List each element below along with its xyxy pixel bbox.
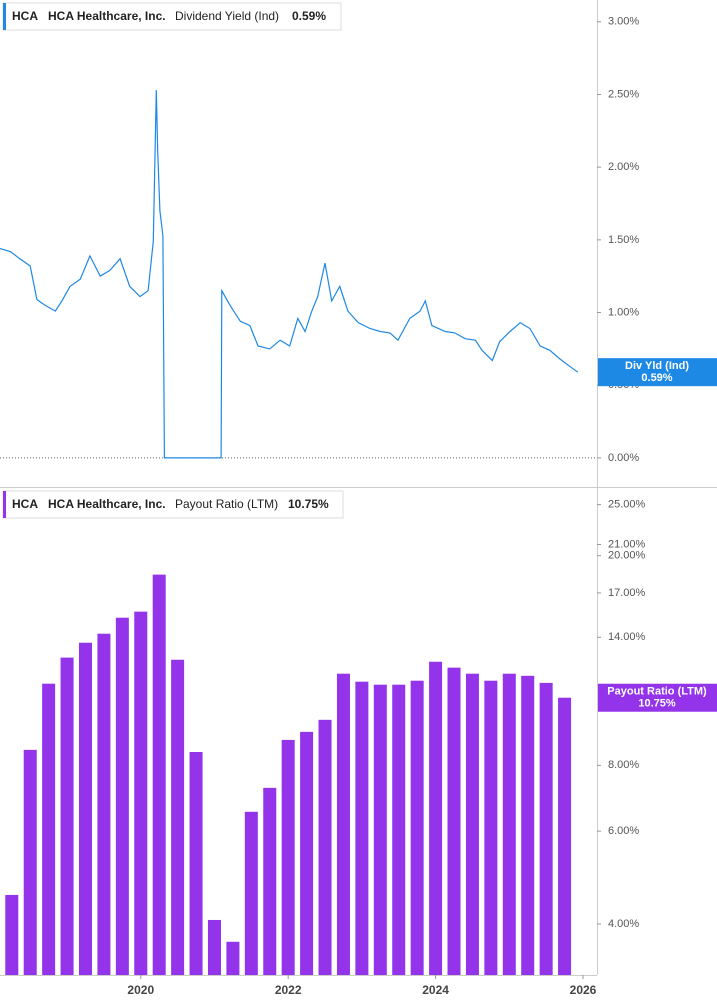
bar <box>134 611 148 975</box>
x-tick-label: 2022 <box>275 983 302 997</box>
legend-box <box>2 2 342 31</box>
bar <box>263 787 277 975</box>
y-tick-label: 6.00% <box>608 825 639 837</box>
y-tick-label: 8.00% <box>608 759 639 771</box>
bar <box>465 673 479 975</box>
line <box>0 90 579 459</box>
bar <box>244 811 258 975</box>
bar <box>539 682 553 975</box>
x-tick-label: 2020 <box>127 983 154 997</box>
legend: HCA HCA Healthcare, Inc. Payout Ratio (L… <box>2 490 344 519</box>
y-tick-label: 4.00% <box>608 918 639 930</box>
legend-series: Payout Ratio (LTM) <box>175 497 278 511</box>
bar <box>558 697 572 975</box>
bar <box>207 919 221 975</box>
bar <box>410 680 424 975</box>
y-tick-label: 17.00% <box>608 587 646 599</box>
y-tick-label: 21.00% <box>608 538 646 550</box>
y-tick-label: 14.00% <box>608 631 646 643</box>
y-tick-label: 25.00% <box>608 499 646 511</box>
x-tick-label: 2024 <box>422 983 449 997</box>
bar <box>5 894 19 975</box>
y-tick-label: 2.00% <box>608 161 639 173</box>
legend-value: 0.59% <box>292 9 326 23</box>
x-tick-label: 2026 <box>570 983 597 997</box>
value-tag-value: 10.75% <box>638 698 676 710</box>
bar <box>226 941 240 975</box>
bar <box>447 667 461 975</box>
value-tag-value: 0.59% <box>641 372 672 384</box>
y-tick-label: 2.50% <box>608 88 639 100</box>
legend-ticker: HCA <box>12 497 38 511</box>
bar <box>189 752 203 975</box>
value-tag <box>598 358 717 387</box>
bar <box>429 661 443 975</box>
bar <box>171 659 185 975</box>
bar <box>373 684 387 975</box>
bar <box>281 739 295 975</box>
value-tag-name: Payout Ratio (LTM) <box>607 686 707 698</box>
bar <box>484 680 498 975</box>
bar <box>60 657 74 975</box>
y-tick-label: 1.50% <box>608 234 639 246</box>
value-tag <box>598 683 717 712</box>
y-tick-label: 20.00% <box>608 550 646 562</box>
bar <box>42 683 56 975</box>
legend-box <box>2 490 344 519</box>
y-tick-label: 3.00% <box>608 16 639 28</box>
bar <box>300 731 314 975</box>
bar <box>318 719 332 975</box>
legend: HCA HCA Healthcare, Inc. Dividend Yield … <box>2 2 342 31</box>
bar <box>115 617 129 975</box>
legend-company: HCA Healthcare, Inc. <box>48 9 166 23</box>
legend-swatch <box>3 3 6 30</box>
legend-value: 10.75% <box>288 497 329 511</box>
bar <box>392 684 406 975</box>
bar <box>502 673 516 975</box>
bar <box>78 642 92 975</box>
bar <box>521 675 535 975</box>
legend-company: HCA Healthcare, Inc. <box>48 497 166 511</box>
legend-series: Dividend Yield (Ind) <box>175 9 279 23</box>
bar <box>152 574 166 975</box>
y-tick-label: 1.00% <box>608 306 639 318</box>
bar <box>23 749 37 975</box>
bar <box>355 681 369 975</box>
y-tick-label: 0.00% <box>608 452 639 464</box>
legend-ticker: HCA <box>12 9 38 23</box>
bar <box>336 673 350 975</box>
legend-swatch <box>3 491 6 518</box>
value-tag-name: Div Yld (Ind) <box>625 360 689 372</box>
bar <box>97 633 111 975</box>
